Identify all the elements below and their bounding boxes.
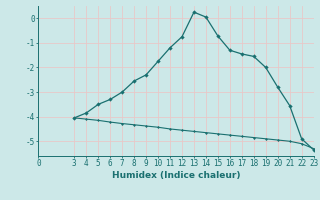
X-axis label: Humidex (Indice chaleur): Humidex (Indice chaleur) [112, 171, 240, 180]
